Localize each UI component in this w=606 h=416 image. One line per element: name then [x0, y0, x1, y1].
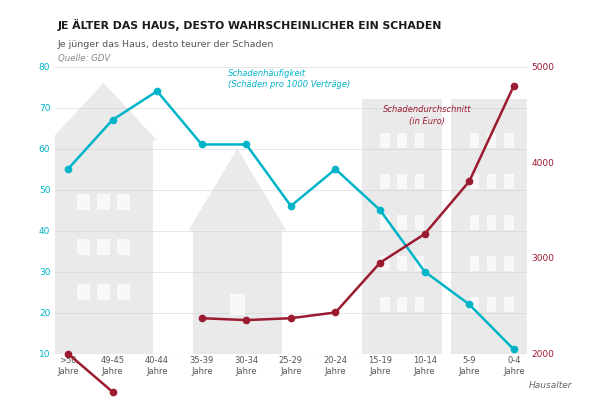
Polygon shape	[362, 99, 442, 354]
Bar	[487, 256, 496, 270]
Bar	[470, 215, 479, 230]
Text: Quelle: GDV: Quelle: GDV	[58, 54, 110, 63]
Text: Je jünger das Haus, desto teurer der Schaden: Je jünger das Haus, desto teurer der Sch…	[58, 40, 274, 49]
Bar	[487, 133, 496, 148]
Bar	[415, 215, 424, 230]
Polygon shape	[55, 140, 153, 354]
Bar	[98, 194, 110, 210]
Bar	[504, 297, 513, 312]
Polygon shape	[193, 230, 282, 354]
Bar	[381, 215, 390, 230]
Bar	[381, 133, 390, 148]
Bar	[398, 297, 407, 312]
Bar	[504, 174, 513, 188]
Bar	[398, 215, 407, 230]
Bar	[504, 256, 513, 270]
Text: Hausalter: Hausalter	[529, 381, 573, 390]
Bar	[487, 297, 496, 312]
Polygon shape	[451, 99, 531, 354]
Polygon shape	[50, 83, 157, 140]
Bar	[118, 194, 130, 210]
Bar	[381, 256, 390, 270]
Bar	[98, 239, 110, 255]
Bar	[98, 284, 110, 300]
Bar	[470, 174, 479, 188]
Bar	[504, 133, 513, 148]
Bar	[381, 297, 390, 312]
Bar	[487, 174, 496, 188]
Bar	[230, 294, 245, 314]
Bar	[398, 174, 407, 188]
Bar	[118, 284, 130, 300]
Text: Schadendurchschnitt
(in Euro): Schadendurchschnitt (in Euro)	[382, 105, 471, 126]
Bar	[78, 284, 90, 300]
Bar	[504, 215, 513, 230]
Bar	[398, 133, 407, 148]
Text: Schadenhäufigkeit
(Schäden pro 1000 Verträge): Schadenhäufigkeit (Schäden pro 1000 Vert…	[228, 69, 351, 89]
Bar	[415, 256, 424, 270]
Bar	[415, 297, 424, 312]
Bar	[470, 297, 479, 312]
Bar	[398, 256, 407, 270]
Bar	[487, 215, 496, 230]
Bar	[118, 239, 130, 255]
Bar	[415, 133, 424, 148]
Text: JE ÄLTER DAS HAUS, DESTO WAHRSCHEINLICHER EIN SCHADEN: JE ÄLTER DAS HAUS, DESTO WAHRSCHEINLICHE…	[58, 19, 442, 31]
Bar	[470, 256, 479, 270]
Bar	[78, 239, 90, 255]
Polygon shape	[188, 149, 287, 230]
Bar	[415, 174, 424, 188]
Bar	[470, 133, 479, 148]
Bar	[381, 174, 390, 188]
Bar	[78, 194, 90, 210]
